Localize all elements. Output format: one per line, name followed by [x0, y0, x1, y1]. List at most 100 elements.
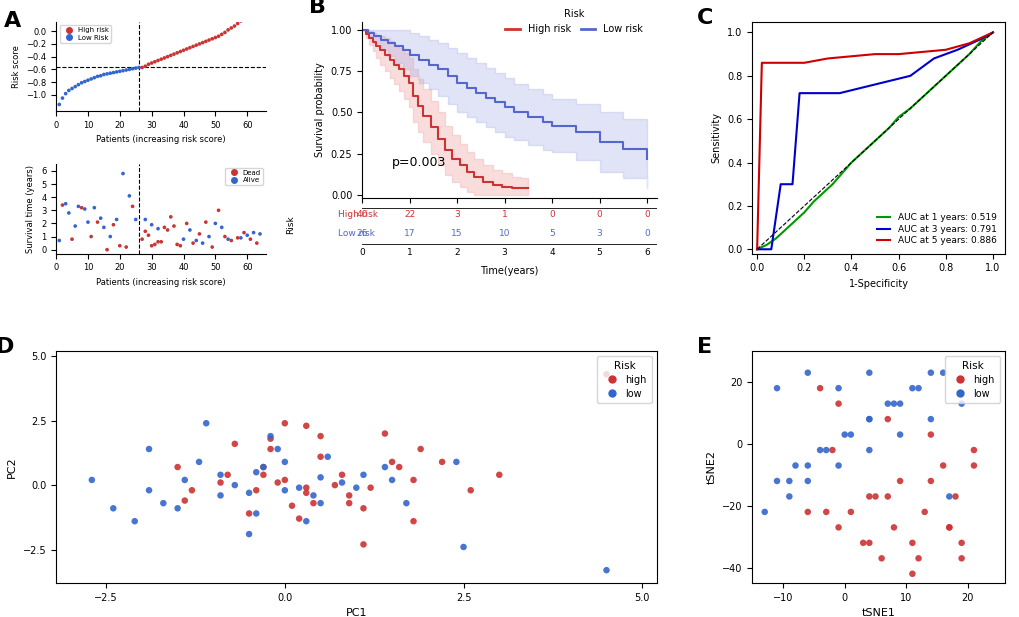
Point [201, 35, 217, 45]
AUC at 3 years: 0.791: (0.12, 0.3): 0.791: (0.12, 0.3) [779, 181, 791, 188]
Point [333, 470, 350, 480]
AUC at 3 years: 0.791: (0.85, 0.92): 0.791: (0.85, 0.92) [951, 46, 963, 54]
Point [70, 80, 87, 89]
Point [162, 212, 178, 222]
Point [312, 431, 328, 441]
Point [93, 71, 109, 81]
Point [462, 486, 478, 495]
Point [73, 203, 90, 213]
Point [184, 238, 201, 248]
Text: D: D [0, 337, 14, 357]
AUC at 3 years: 0.791: (0.35, 0.72): 0.791: (0.35, 0.72) [833, 89, 845, 97]
Text: 1: 1 [407, 247, 412, 257]
Text: 0: 0 [644, 229, 649, 238]
Point [118, 65, 135, 75]
Point [105, 220, 121, 230]
Point [904, 538, 920, 548]
Point [64, 83, 81, 93]
Y-axis label: Survival probability: Survival probability [315, 62, 325, 157]
Point [390, 462, 407, 472]
AUC at 1 years: 0.519: (0.08, 0.05): 0.519: (0.08, 0.05) [769, 234, 782, 242]
Point [159, 225, 175, 235]
Point [121, 64, 138, 74]
Point [108, 67, 124, 77]
Text: C: C [696, 7, 712, 28]
Point [884, 523, 901, 532]
Point [90, 217, 106, 227]
AUC at 5 years: 0.886: (0.6, 0.9): 0.886: (0.6, 0.9) [892, 51, 904, 58]
Point [922, 476, 938, 486]
Point [99, 69, 115, 79]
Point [217, 28, 233, 38]
Point [147, 57, 163, 67]
Point [51, 99, 67, 109]
AUC at 5 years: 0.886: (1, 1): 0.886: (1, 1) [985, 29, 998, 36]
Point [243, 234, 259, 244]
Point [166, 221, 182, 231]
Point [598, 370, 614, 379]
Point [175, 45, 192, 55]
Point [298, 482, 314, 492]
Point [54, 93, 70, 103]
Point [854, 538, 870, 548]
Point [290, 482, 307, 492]
AUC at 3 years: 0.791: (0.75, 0.88): 0.791: (0.75, 0.88) [927, 55, 940, 62]
Point [70, 201, 87, 211]
Legend: High risk, Low risk: High risk, Low risk [501, 6, 646, 38]
Point [290, 514, 307, 524]
Point [248, 486, 264, 495]
AUC at 3 years: 0.791: (0.1, 0.3): 0.791: (0.1, 0.3) [773, 181, 786, 188]
Text: 3: 3 [596, 229, 602, 238]
Point [93, 213, 109, 223]
Point [383, 475, 399, 485]
Point [83, 231, 99, 241]
AUC at 1 years: 0.519: (1, 1): 0.519: (1, 1) [985, 29, 998, 36]
Point [235, 14, 252, 23]
Point [79, 217, 96, 227]
Point [102, 231, 118, 241]
Point [176, 495, 193, 505]
Point [144, 220, 160, 230]
Line: AUC at 3 years: 0.791: AUC at 3 years: 0.791 [756, 33, 991, 249]
Text: E: E [696, 337, 711, 357]
Point [884, 399, 901, 408]
AUC at 1 years: 0.519: (0.65, 0.65): 0.519: (0.65, 0.65) [904, 105, 916, 112]
Point [405, 516, 421, 526]
Point [223, 236, 239, 246]
Y-axis label: tSNE2: tSNE2 [706, 450, 716, 484]
Point [172, 241, 189, 251]
Point [217, 231, 233, 241]
Point [213, 30, 229, 39]
Point [79, 75, 96, 85]
Text: 17: 17 [404, 229, 415, 238]
Point [172, 47, 189, 57]
Point [153, 54, 169, 64]
Text: 0: 0 [596, 210, 602, 220]
Point [799, 476, 815, 486]
Point [240, 529, 257, 539]
Point [916, 507, 932, 517]
Point [178, 44, 195, 54]
Point [878, 492, 895, 502]
Point [340, 491, 357, 500]
Point [842, 507, 858, 517]
AUC at 1 years: 0.519: (0.12, 0.09): 0.519: (0.12, 0.09) [779, 226, 791, 233]
Point [252, 0, 268, 9]
AUC at 3 years: 0.791: (1, 1): 0.791: (1, 1) [985, 29, 998, 36]
Legend: high, low: high, low [597, 356, 651, 404]
Point [447, 457, 464, 467]
Point [312, 498, 328, 508]
Point [141, 444, 157, 454]
Point [153, 237, 169, 247]
Point [262, 434, 278, 444]
Text: 6: 6 [644, 247, 649, 257]
Point [934, 460, 951, 470]
Point [787, 460, 803, 470]
Point [817, 507, 834, 517]
Point [965, 445, 981, 455]
Point [212, 470, 228, 480]
AUC at 5 years: 0.886: (0.9, 0.95): 0.886: (0.9, 0.95) [962, 39, 974, 47]
Point [872, 553, 889, 563]
Point [86, 203, 102, 213]
Point [941, 523, 957, 532]
